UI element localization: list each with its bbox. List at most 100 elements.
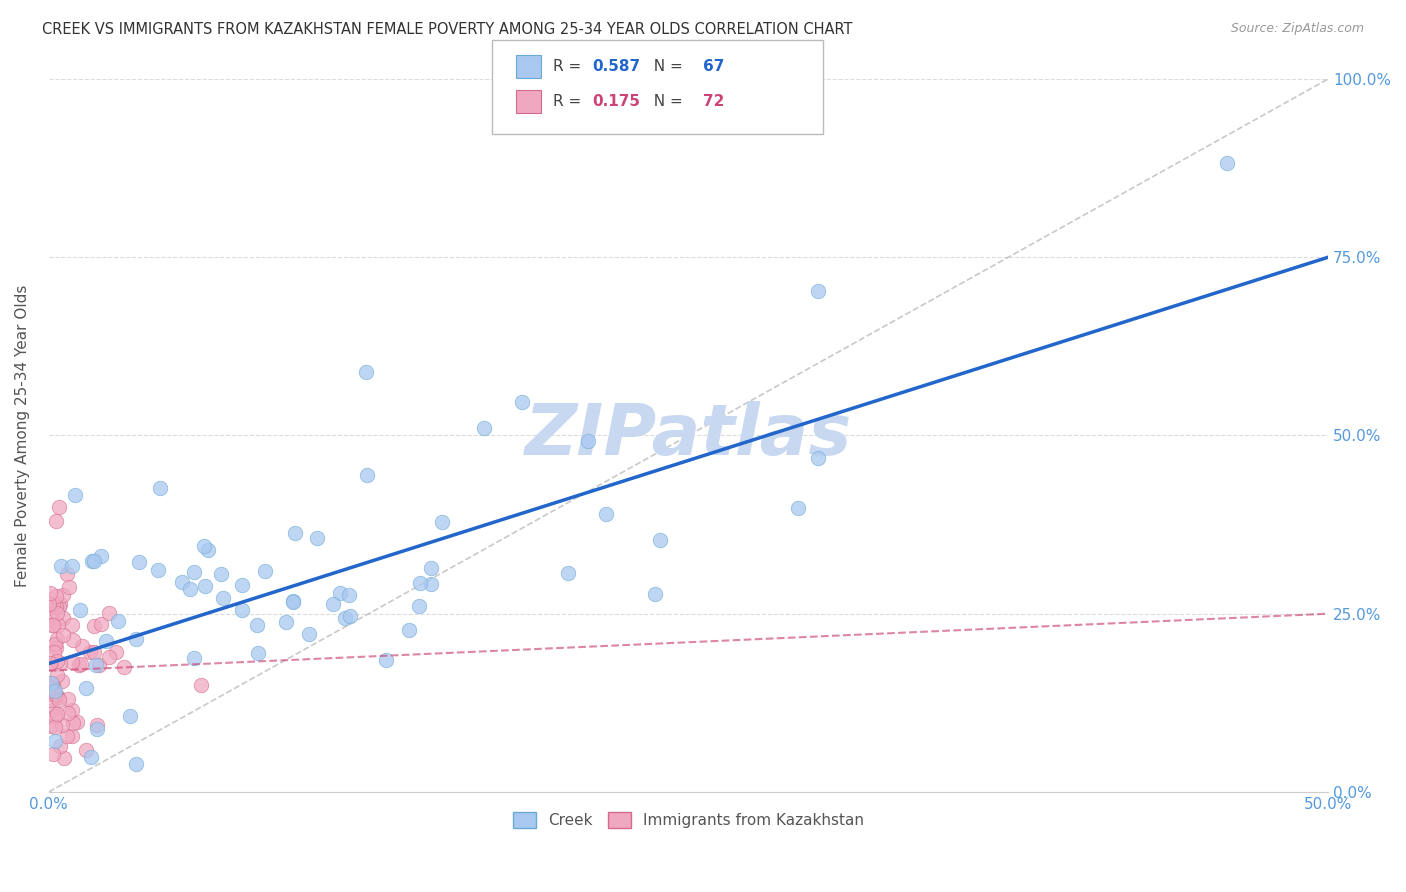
- Text: 0.587: 0.587: [592, 60, 640, 74]
- Point: [39, 586, 62, 600]
- Text: R =: R =: [553, 95, 586, 109]
- Point: [48, 693, 70, 707]
- Point: [149, 481, 172, 495]
- Point: [576, 434, 599, 449]
- Point: [48, 600, 70, 615]
- Point: [354, 366, 377, 380]
- Point: [281, 594, 304, 608]
- Point: [46, 618, 69, 632]
- Point: [44, 645, 66, 659]
- Point: [41, 618, 63, 632]
- Point: [420, 561, 443, 575]
- Point: [83, 554, 105, 568]
- Point: [284, 526, 307, 541]
- Point: [60, 617, 83, 632]
- Point: [60, 558, 83, 573]
- Point: [231, 603, 253, 617]
- Point: [67, 657, 90, 672]
- Point: [172, 575, 194, 590]
- Point: [60, 702, 83, 716]
- Point: [52, 628, 75, 642]
- Point: [44, 708, 66, 723]
- Y-axis label: Female Poverty Among 25-34 Year Olds: Female Poverty Among 25-34 Year Olds: [15, 285, 30, 587]
- Point: [648, 533, 671, 548]
- Point: [146, 563, 169, 577]
- Point: [807, 284, 830, 298]
- Text: N =: N =: [644, 60, 688, 74]
- Point: [94, 634, 117, 648]
- Point: [38, 681, 60, 695]
- Point: [83, 645, 105, 659]
- Point: [42, 618, 65, 632]
- Point: [557, 566, 579, 580]
- Point: [246, 618, 269, 632]
- Legend: Creek, Immigrants from Kazakhstan: Creek, Immigrants from Kazakhstan: [506, 806, 870, 834]
- Point: [644, 587, 666, 601]
- Point: [66, 715, 89, 730]
- Point: [39, 657, 62, 671]
- Text: 72: 72: [703, 95, 724, 109]
- Point: [60, 729, 83, 743]
- Point: [39, 692, 62, 706]
- Point: [183, 651, 205, 665]
- Point: [38, 597, 60, 611]
- Point: [42, 678, 65, 692]
- Text: 67: 67: [703, 60, 724, 74]
- Point: [39, 656, 62, 670]
- Point: [97, 606, 120, 620]
- Text: N =: N =: [644, 95, 688, 109]
- Point: [41, 702, 63, 716]
- Point: [75, 743, 97, 757]
- Point: [45, 607, 67, 621]
- Point: [375, 652, 398, 666]
- Point: [56, 729, 79, 743]
- Point: [209, 567, 232, 582]
- Point: [333, 611, 356, 625]
- Text: CREEK VS IMMIGRANTS FROM KAZAKHSTAN FEMALE POVERTY AMONG 25-34 YEAR OLDS CORRELA: CREEK VS IMMIGRANTS FROM KAZAKHSTAN FEMA…: [42, 22, 852, 37]
- Point: [56, 706, 79, 720]
- Point: [329, 586, 352, 600]
- Point: [55, 567, 77, 582]
- Point: [97, 650, 120, 665]
- Point: [39, 676, 62, 690]
- Point: [105, 645, 128, 659]
- Point: [42, 747, 65, 762]
- Point: [472, 420, 495, 434]
- Point: [48, 739, 70, 753]
- Point: [56, 692, 79, 706]
- Point: [44, 684, 66, 698]
- Point: [595, 507, 617, 521]
- Text: R =: R =: [553, 60, 586, 74]
- Point: [83, 618, 105, 632]
- Point: [90, 617, 112, 632]
- Point: [212, 591, 235, 606]
- Point: [786, 500, 808, 515]
- Point: [512, 394, 534, 409]
- Point: [197, 542, 219, 557]
- Point: [420, 577, 443, 591]
- Point: [84, 657, 107, 672]
- Point: [45, 640, 67, 655]
- Point: [281, 595, 304, 609]
- Point: [339, 609, 361, 624]
- Point: [408, 599, 430, 614]
- Point: [356, 468, 378, 483]
- Point: [39, 719, 62, 733]
- Point: [53, 751, 76, 765]
- Point: [45, 590, 67, 604]
- Point: [398, 623, 420, 637]
- Text: 0.175: 0.175: [592, 95, 640, 109]
- Text: ZIPatlas: ZIPatlas: [524, 401, 852, 470]
- Point: [128, 555, 150, 569]
- Point: [179, 582, 201, 597]
- Point: [183, 566, 205, 580]
- Point: [807, 450, 830, 465]
- Point: [246, 647, 269, 661]
- Point: [80, 554, 103, 568]
- Point: [86, 722, 108, 736]
- Point: [41, 676, 63, 690]
- Point: [46, 668, 69, 682]
- Point: [46, 706, 69, 721]
- Point: [120, 709, 142, 723]
- Point: [190, 678, 212, 692]
